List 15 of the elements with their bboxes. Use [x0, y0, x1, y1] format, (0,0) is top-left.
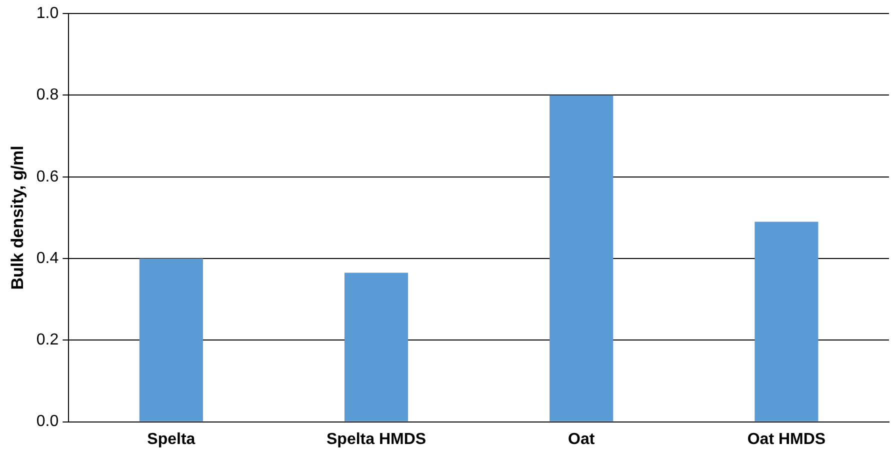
x-tick-label: Oat	[568, 430, 596, 448]
y-tick-label: 0.6	[36, 168, 59, 186]
bar	[754, 222, 818, 422]
bar	[550, 95, 614, 422]
x-tick-label: Spelta HMDS	[326, 430, 426, 448]
y-tick-label: 0.8	[36, 86, 59, 104]
bar	[139, 258, 203, 422]
y-tick-label: 0.0	[36, 413, 59, 430]
y-tick-label: 1.0	[36, 5, 59, 22]
x-tick-label: Oat HMDS	[747, 430, 826, 448]
y-tick-label: 0.2	[36, 332, 59, 349]
y-axis-title: Bulk density, g/ml	[8, 146, 27, 290]
bar	[344, 272, 408, 422]
y-tick-label: 0.4	[36, 250, 59, 267]
x-tick-label: Spelta	[147, 430, 196, 448]
